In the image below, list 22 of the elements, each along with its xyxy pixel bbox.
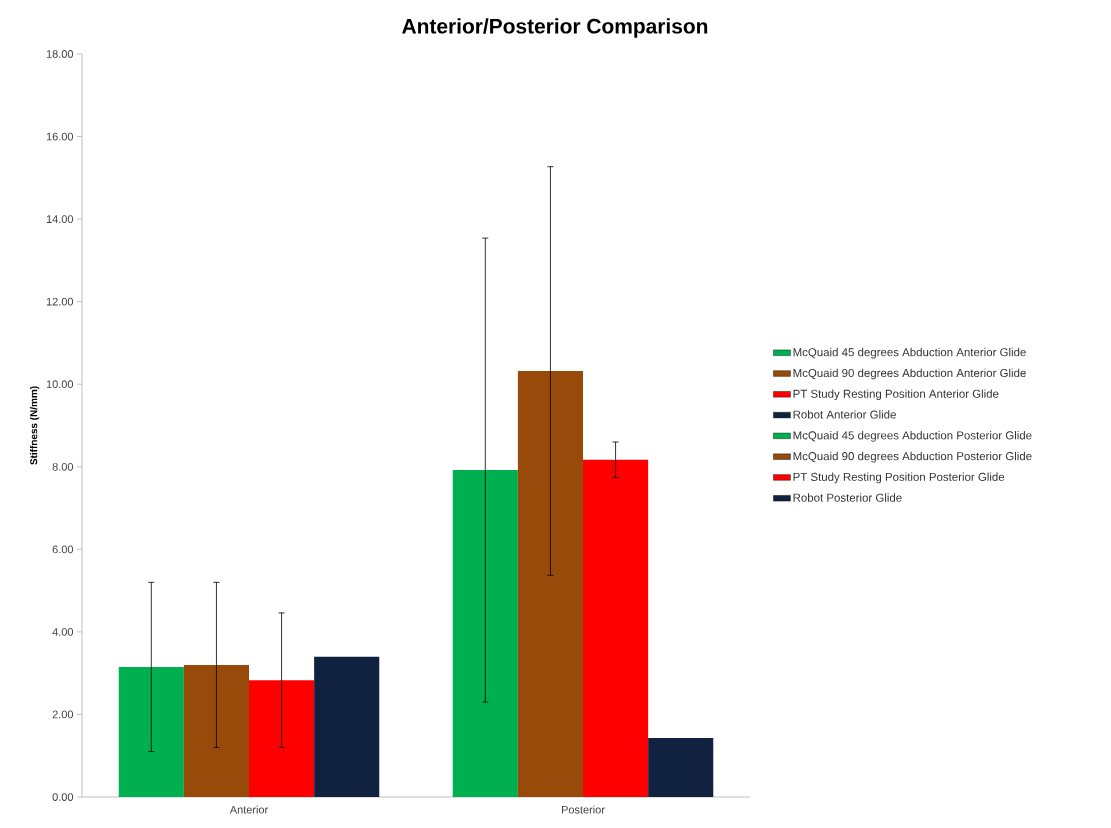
y-tick-label: 4.00	[52, 628, 74, 636]
y-tick-label: 18.00	[46, 50, 74, 58]
y-tick-label: 8.00	[52, 462, 74, 471]
y-tick-label: 12.00	[46, 297, 74, 306]
x-tick-label: Anterior	[229, 805, 268, 814]
legend-label: McQuaid 90 degrees Abduction Anterior Glide	[793, 368, 1026, 380]
y-tick-label: 14.00	[46, 215, 74, 223]
y-tick-label: 6.00	[52, 545, 74, 554]
legend-label: McQuaid 90 degrees Abduction Posterior Glide	[793, 451, 1032, 463]
legend-label: McQuaid 45 degrees Abduction Posterior Glide	[793, 430, 1032, 442]
legend-label: PT Study Resting Position Posterior Glide	[793, 472, 1005, 484]
legend-label: PT Study Resting Position Anterior Glide	[793, 389, 999, 401]
y-tick-label: 10.00	[46, 380, 74, 389]
legend-label: Robot Anterior Glide	[793, 410, 896, 419]
y-tick-label: 2.00	[52, 710, 74, 719]
x-tick-label: Posterior	[561, 805, 605, 814]
legend-label: McQuaid 45 degrees Abduction Anterior Glide	[793, 347, 1026, 359]
chart-title: Anterior/Posterior Comparison	[402, 18, 708, 38]
y-tick-label: 0.00	[52, 793, 74, 801]
legend-label: Robot Posterior Glide	[793, 493, 902, 502]
y-axis-title: Stiffness (N/mm)	[29, 386, 40, 465]
y-tick-label: 16.00	[46, 132, 74, 141]
